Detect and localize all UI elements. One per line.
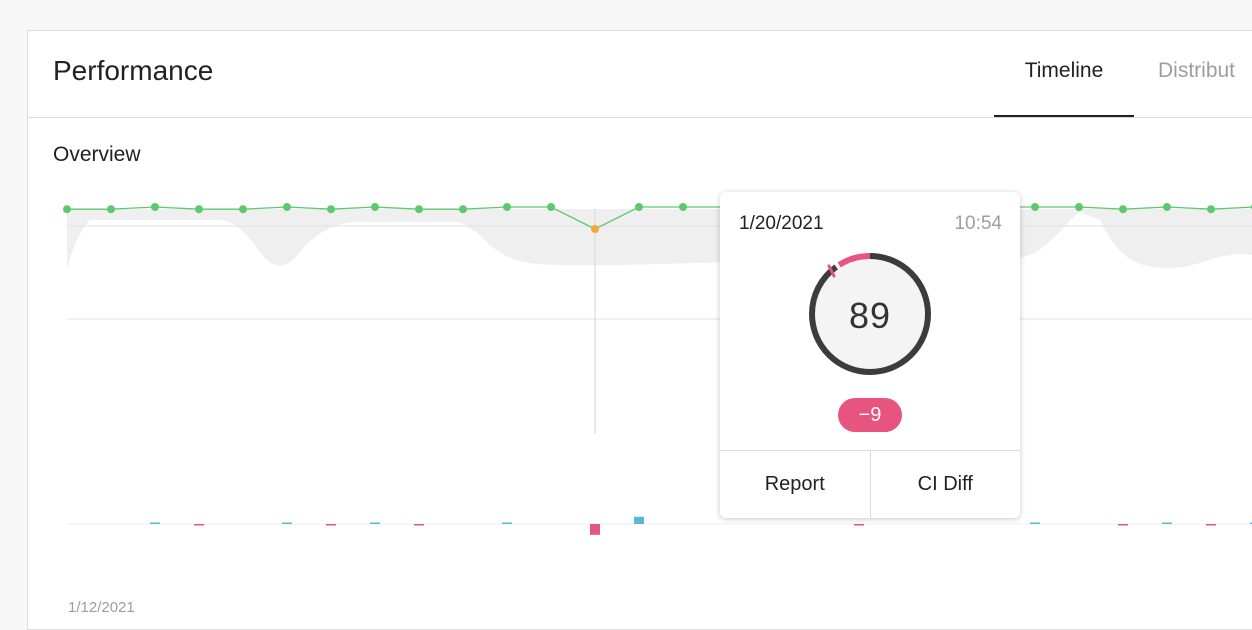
score-point[interactable] [1207,205,1215,214]
section-title: Overview [53,143,141,166]
delta-bar [1118,524,1128,526]
delta-bar [502,522,512,524]
score-point[interactable] [107,205,115,214]
delta-bar [194,524,204,526]
score-line [67,206,1252,230]
score-point[interactable] [591,225,599,233]
timeline-chart[interactable] [0,0,1252,614]
delta-bars [150,516,1252,535]
score-point[interactable] [371,203,379,211]
score-point[interactable] [1163,203,1171,211]
score-point[interactable] [63,205,71,214]
delta-bar [1030,522,1040,524]
tooltip-score: 89 [848,295,892,336]
delta-bar [1250,522,1252,524]
score-point[interactable] [459,205,467,214]
tooltip-time: 10:54 [954,213,1002,234]
score-point[interactable] [283,203,291,211]
delta-bar [150,522,160,524]
score-point[interactable] [547,203,555,211]
delta-bar [414,524,424,526]
card-header: Performance Timeline Distribut [28,31,1252,118]
report-button[interactable]: Report [764,473,825,495]
performance-card: Performance Timeline Distribut Overview … [27,30,1252,630]
score-point[interactable] [1031,203,1039,211]
tab-timeline[interactable]: Timeline [994,31,1134,117]
score-point[interactable] [151,203,159,211]
score-point[interactable] [1075,203,1083,211]
delta-bar [370,522,380,524]
tooltip-date: 1/20/2021 [739,213,824,234]
score-point[interactable] [503,203,511,211]
delta-bar [1162,522,1172,524]
delta-bar [590,524,600,535]
tab-distribution[interactable]: Distribut [1158,59,1236,82]
score-tooltip: 1/20/2021 10:54 89 −9 Report CI Diff [720,192,1020,518]
score-point[interactable] [1119,205,1127,214]
delta-bar [282,522,292,524]
score-point[interactable] [327,205,335,214]
score-point[interactable] [415,205,423,214]
score-point[interactable] [635,203,643,211]
delta-bar [326,524,336,526]
tooltip-actions: Report CI Diff [720,450,1020,518]
x-axis-start-label: 1/12/2021 [68,599,135,616]
score-point[interactable] [195,205,203,214]
score-gauge-icon [809,253,931,375]
score-point[interactable] [239,205,247,214]
delta-bar [854,524,864,526]
ci-diff-button[interactable]: CI Diff [869,451,1021,518]
score-point[interactable] [679,203,687,211]
page-title: Performance [53,55,214,86]
variance-band [67,209,1252,270]
delta-bar [634,516,644,524]
delta-bar [1206,524,1216,526]
tooltip-delta-badge: −9 [838,398,902,432]
